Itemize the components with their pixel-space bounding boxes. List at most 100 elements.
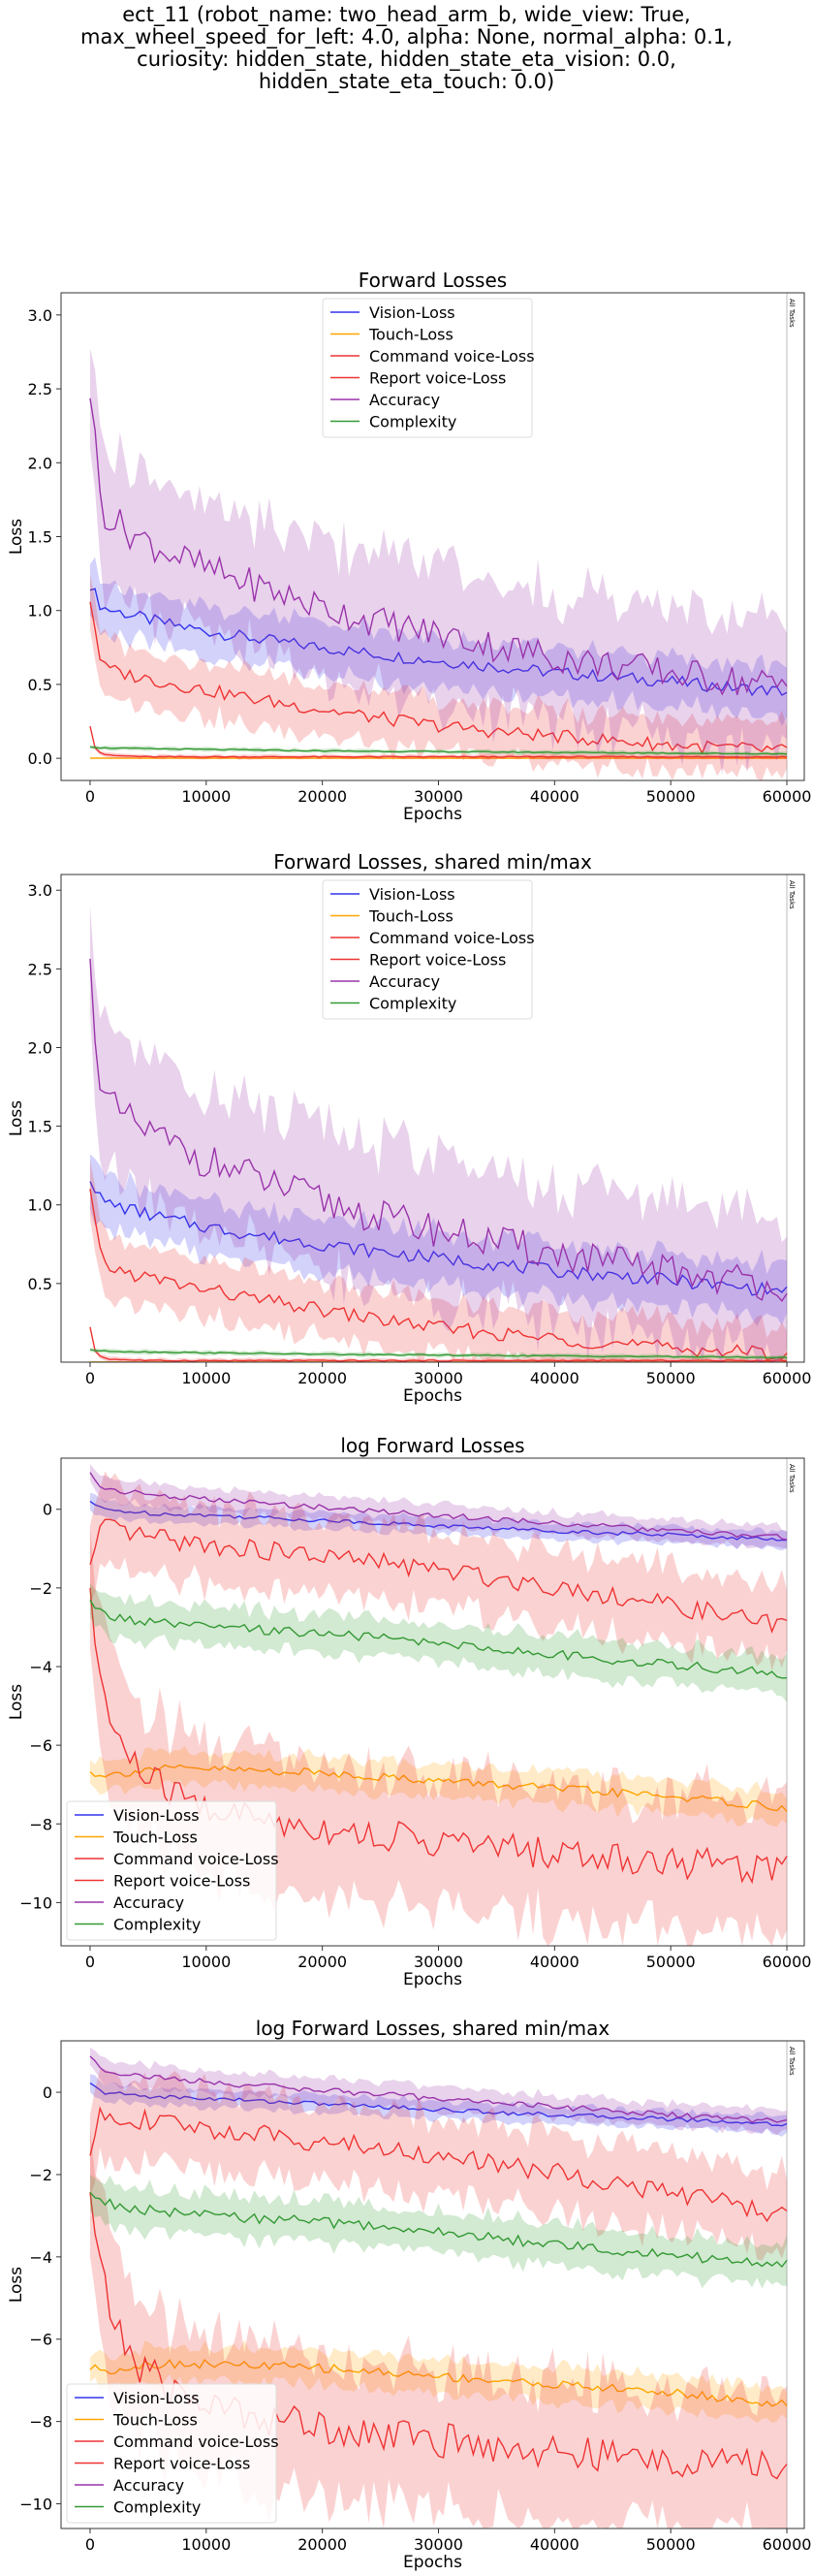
y-tick-label: −10 xyxy=(19,2496,52,2514)
x-tick-label: 60000 xyxy=(763,1953,812,1971)
band-vision xyxy=(89,557,788,727)
y-tick-label: 0.0 xyxy=(28,749,52,768)
legend-label-vision: Vision-Loss xyxy=(113,1806,200,1825)
band-touch xyxy=(89,2339,788,2424)
y-tick-label: 0 xyxy=(43,1501,52,1519)
chart-title: log Forward Losses, shared min/max xyxy=(256,2017,610,2040)
x-tick-label: 60000 xyxy=(763,787,812,806)
series-line-command xyxy=(89,725,788,758)
x-tick-label: 40000 xyxy=(530,2535,579,2554)
band-accuracy xyxy=(89,348,788,775)
y-tick-label: 3.0 xyxy=(28,306,52,325)
y-tick-label: 2.5 xyxy=(28,380,52,398)
x-tick-label: 40000 xyxy=(530,787,579,806)
legend-box xyxy=(322,879,533,1020)
y-tick-label: −4 xyxy=(29,2248,52,2267)
all-tasks-label: All Tasks xyxy=(788,2047,796,2076)
x-tick-label: 50000 xyxy=(646,1369,696,1387)
legend-box xyxy=(322,298,533,438)
series-line-report xyxy=(89,2106,788,2223)
x-tick-label: 40000 xyxy=(530,1369,579,1387)
y-tick-label: 3.0 xyxy=(28,881,52,900)
x-tick-label: 20000 xyxy=(297,1369,347,1387)
series-line-accuracy xyxy=(89,1472,788,1541)
chart-log-forward-losses: log Forward Losses All Tasks 0 10000 20000 30… xyxy=(7,1434,812,1989)
x-tick-label: 10000 xyxy=(181,2535,231,2554)
plot-frame xyxy=(60,2040,805,2529)
x-tick-label: 0 xyxy=(85,787,95,806)
y-tick-label: 2.0 xyxy=(28,1038,52,1057)
series-line-accuracy xyxy=(89,959,788,1303)
series-line-complexity xyxy=(89,1600,788,1679)
legend-label-touch: Touch-Loss xyxy=(368,907,453,926)
band-accuracy xyxy=(89,2048,788,2136)
series-line-vision xyxy=(89,1501,788,1542)
legend-label-report: Report voice-Loss xyxy=(113,1872,250,1891)
y-tick-label: −6 xyxy=(29,2331,52,2349)
band-report xyxy=(89,1471,788,1671)
legend-label-touch: Touch-Loss xyxy=(112,2411,198,2430)
legend-label-command: Command voice-Loss xyxy=(113,1850,279,1868)
x-tick-label: 20000 xyxy=(297,2535,347,2554)
band-accuracy xyxy=(89,906,788,1362)
all-tasks-label: All Tasks xyxy=(788,299,796,328)
legend-label-touch: Touch-Loss xyxy=(112,1829,198,1847)
x-tick-label: 60000 xyxy=(763,1369,812,1387)
y-tick-label: 2.5 xyxy=(28,960,52,978)
legend-label-report: Report voice-Loss xyxy=(369,369,506,388)
suptitle-line: hidden_state_eta_touch: 0.0) xyxy=(258,70,555,93)
x-tick-label: 30000 xyxy=(414,2535,463,2554)
legend-label-accuracy: Accuracy xyxy=(369,972,440,991)
legend-label-vision: Vision-Loss xyxy=(369,885,455,904)
legend-label-complexity: Complexity xyxy=(369,413,456,431)
y-tick-label: 1.5 xyxy=(28,1118,52,1136)
band-report xyxy=(89,2069,788,2261)
y-tick-label: −8 xyxy=(29,1815,52,1833)
series-line-accuracy xyxy=(89,398,788,696)
legend-label-command: Command voice-Loss xyxy=(369,347,535,366)
legend-label-report: Report voice-Loss xyxy=(113,2455,250,2473)
x-tick-label: 20000 xyxy=(297,787,347,806)
figure-suptitle: ect_11 (robot_name: two_head_arm_b, wide… xyxy=(0,4,813,93)
chart-forward-losses: Forward Losses All Tasks 0 10000 20000 30000 4… xyxy=(7,269,812,824)
x-tick-label: 50000 xyxy=(646,2535,696,2554)
legend-box xyxy=(66,2383,277,2524)
x-tick-label: 0 xyxy=(85,1953,95,1971)
band-complexity xyxy=(89,1348,788,1361)
series-line-report xyxy=(89,1518,788,1635)
suptitle-line: max_wheel_speed_for_left: 4.0, alpha: No… xyxy=(80,25,733,48)
y-tick-label: 0.5 xyxy=(28,1275,52,1293)
x-tick-label: 30000 xyxy=(414,1369,463,1387)
legend-label-touch: Touch-Loss xyxy=(368,326,453,344)
legend-label-accuracy: Accuracy xyxy=(113,1893,184,1912)
suptitle-line: curiosity: hidden_state, hidden_state_et… xyxy=(137,48,676,71)
x-tick-label: 10000 xyxy=(181,787,231,806)
y-tick-label: −4 xyxy=(29,1658,52,1676)
band-vision xyxy=(89,2074,788,2137)
x-tick-label: 50000 xyxy=(646,787,696,806)
y-axis-label: Loss xyxy=(7,519,26,555)
x-tick-label: 30000 xyxy=(414,1953,463,1971)
all-tasks-label: All Tasks xyxy=(788,880,796,909)
series-line-complexity xyxy=(89,746,788,755)
legend: Vision-Loss Touch-Loss Command voice-Loss R… xyxy=(322,879,535,1020)
band-vision xyxy=(89,1154,788,1326)
series-line-report xyxy=(89,1189,788,1361)
y-axis-label: Loss xyxy=(7,1100,26,1136)
band-vision xyxy=(89,1492,788,1551)
legend: Vision-Loss Touch-Loss Command voice-Loss R… xyxy=(66,1800,279,1941)
x-axis-label: Epochs xyxy=(403,1386,462,1406)
band-complexity xyxy=(89,1582,788,1702)
legend-label-complexity: Complexity xyxy=(113,2498,201,2517)
series-line-vision xyxy=(89,2083,788,2127)
legend-label-accuracy: Accuracy xyxy=(369,391,440,409)
suptitle-line: ect_11 (robot_name: two_head_arm_b, wide… xyxy=(122,3,691,26)
plot-area xyxy=(89,293,788,780)
band-report xyxy=(89,574,788,780)
band-touch xyxy=(89,1745,788,1828)
x-tick-label: 10000 xyxy=(181,1953,231,1971)
legend-label-report: Report voice-Loss xyxy=(369,951,506,970)
band-report xyxy=(89,1160,788,1362)
y-tick-label: 2.0 xyxy=(28,454,52,472)
series-line-vision xyxy=(89,588,788,697)
